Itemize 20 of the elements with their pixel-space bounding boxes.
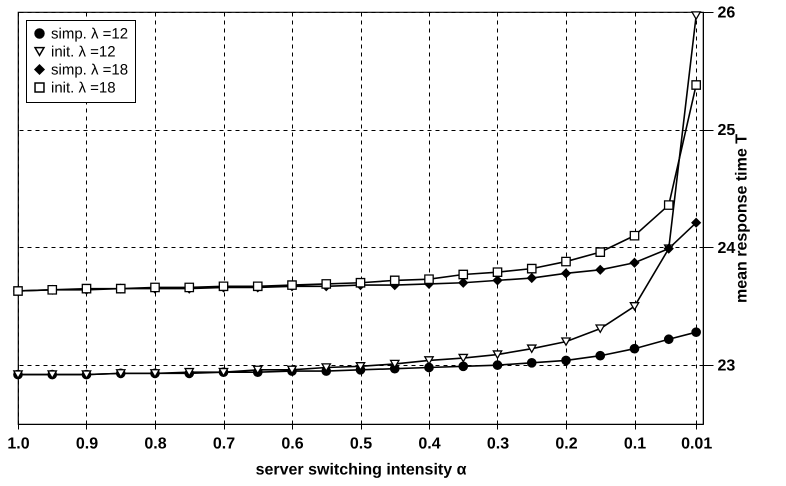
x-tick-label: 0.6: [281, 436, 304, 452]
x-tick-label: 0.1: [624, 436, 646, 452]
x-tick-label: 0.01: [681, 436, 712, 452]
x-tick-label: 0.2: [555, 436, 578, 452]
y-tick-label: 26: [718, 4, 736, 22]
x-tick-label: 0.8: [144, 436, 167, 452]
legend-label: init. λ =18: [51, 80, 116, 96]
legend-label: simp. λ =18: [51, 62, 128, 78]
y-tick-label: 25: [718, 122, 736, 140]
legend-label: simp. λ =12: [51, 26, 128, 42]
x-tick-label: 0.4: [418, 436, 441, 452]
x-tick-label: 0.5: [350, 436, 372, 452]
x-tick-label: 0.7: [212, 436, 236, 452]
x-tick-label: 1.0: [7, 436, 30, 452]
y-tick-label: 24: [718, 240, 736, 257]
y-tick-label: 23: [718, 358, 736, 375]
x-tick-label: 0.3: [486, 436, 510, 452]
legend-label: init. λ =12: [51, 44, 116, 60]
x-axis-title: server switching intensity α: [256, 462, 467, 478]
x-tick-label: 0.9: [76, 436, 98, 452]
